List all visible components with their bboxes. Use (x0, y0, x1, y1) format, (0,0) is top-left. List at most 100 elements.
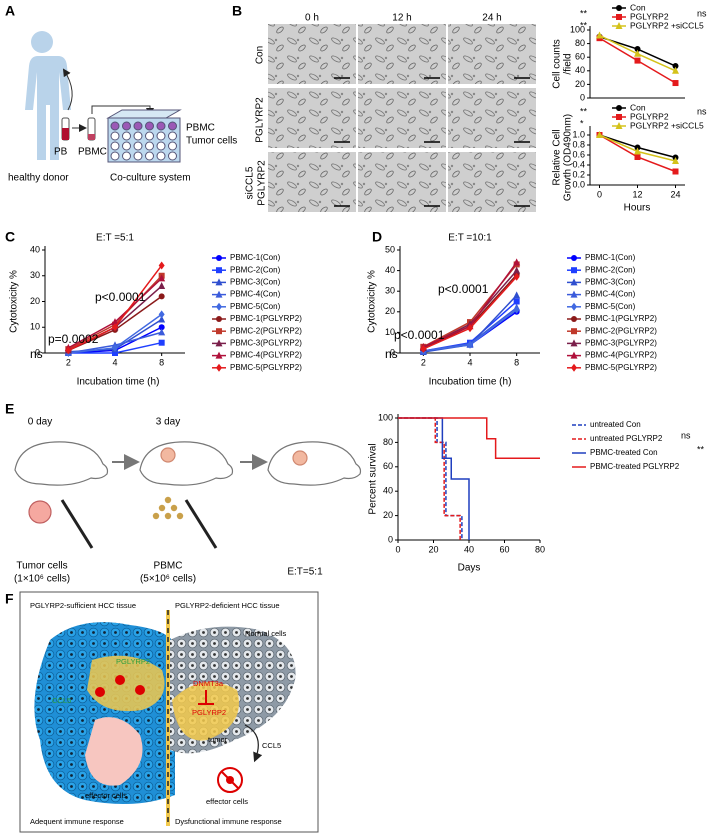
row-label: Con (255, 46, 266, 64)
marker (215, 290, 223, 298)
x-axis-label: Incubation time (h) (429, 377, 512, 388)
micrograph (448, 88, 536, 148)
marker (616, 14, 622, 20)
marker (634, 46, 641, 53)
label: effector cells (85, 791, 127, 800)
annotation: ** (697, 444, 705, 454)
legend-label: PBMC-4(Con) (585, 290, 636, 299)
marker (112, 323, 118, 332)
y-tick-label: 1.0 (572, 129, 585, 139)
label: 3 day (156, 417, 180, 428)
legend-label: PBMC-3(PGLYRP2) (585, 339, 657, 348)
row-label: PGLYRP2 (255, 97, 266, 143)
x-tick-label: 8 (159, 357, 164, 367)
pbmc-dot (164, 496, 172, 504)
micrograph (358, 152, 446, 212)
well (133, 151, 143, 161)
y-tick-label: 0.4 (572, 159, 585, 169)
x-tick-label: 24 (670, 189, 680, 199)
marker (65, 346, 72, 355)
legend-label: PBMC-treated Con (590, 448, 658, 457)
label: E:T=5:1 (287, 567, 323, 578)
legend-label: Con (630, 2, 646, 12)
label: PGLYRP2 (192, 708, 226, 717)
label: CCL5 (262, 741, 281, 750)
mechanism-diagram (19, 591, 319, 833)
label: Co-culture system (110, 173, 191, 184)
y-tick-label: 40 (30, 244, 40, 254)
pbmc-dot (164, 512, 172, 520)
label: Dysfunctional immune response (175, 817, 282, 826)
x-tick-label: 4 (112, 357, 117, 367)
well (156, 141, 166, 151)
x-tick-label: 2 (66, 357, 71, 367)
pbmc-dot (158, 504, 166, 512)
panel-label: B (232, 3, 242, 19)
marker (616, 114, 622, 120)
micrograph (358, 24, 446, 84)
legend-label: PBMC-5(Con) (585, 302, 636, 311)
well (133, 121, 143, 131)
marker (616, 5, 622, 11)
marker (672, 168, 679, 175)
marker (112, 350, 118, 356)
y-tick-label: 40 (383, 486, 393, 496)
marker (672, 157, 679, 164)
label: PGLYRP2 (116, 657, 150, 666)
well (110, 131, 120, 141)
label: 0 day (28, 417, 52, 428)
micrograph (268, 24, 356, 84)
well (122, 121, 131, 131)
y-axis-label: Cell counts (552, 39, 563, 88)
marker (215, 351, 223, 359)
label: effector cells (206, 797, 248, 806)
label: Tumor cells (186, 136, 237, 147)
marker (216, 267, 222, 274)
well (145, 141, 154, 151)
marker (634, 49, 641, 57)
y-tick-label: 0 (390, 347, 395, 357)
y-tick-label: 30 (385, 286, 395, 296)
marker (571, 316, 577, 322)
y-tick-label: 80 (383, 437, 393, 447)
panel-label: A (5, 3, 15, 19)
marker (158, 324, 165, 331)
marker (216, 328, 222, 335)
legend-label: PBMC-2(Con) (230, 265, 281, 274)
well (168, 141, 177, 151)
y-tick-label: 0 (388, 534, 393, 544)
label: PBMC (78, 147, 107, 158)
panel-label: D (372, 229, 382, 245)
micrograph (448, 152, 536, 212)
well (156, 151, 166, 161)
marker (571, 328, 577, 335)
y-axis-label: Growth (OD490nm) (563, 114, 574, 201)
y-tick-label: 100 (570, 24, 585, 34)
y-axis-label: Cytotoxicity % (9, 270, 20, 333)
legend-label: PBMC-5(PGLYRP2) (230, 363, 302, 372)
well (168, 121, 177, 131)
series-line (398, 417, 470, 540)
marker (672, 63, 679, 70)
marker (467, 324, 473, 333)
legend-label: PGLYRP2 +siCCL5 (630, 120, 704, 130)
marker (158, 293, 165, 300)
marker (571, 255, 577, 261)
annotation: ns (697, 8, 707, 18)
label: healthy donor (8, 173, 69, 184)
marker (615, 122, 623, 129)
micrograph (268, 152, 356, 212)
y-axis-label: Percent survival (368, 443, 379, 514)
marker (467, 340, 473, 349)
legend-label: PBMC-4(PGLYRP2) (230, 351, 302, 360)
label: Normal cells (245, 629, 287, 638)
marker (570, 339, 578, 347)
label: (1×10⁶ cells) (14, 574, 70, 585)
marker (216, 302, 222, 311)
row-label: PGLYRP2 (257, 160, 268, 206)
chart-title: E:T =5:1 (96, 233, 134, 244)
marker (158, 310, 165, 319)
label: (5×10⁶ cells) (140, 574, 196, 585)
marker (215, 278, 223, 286)
